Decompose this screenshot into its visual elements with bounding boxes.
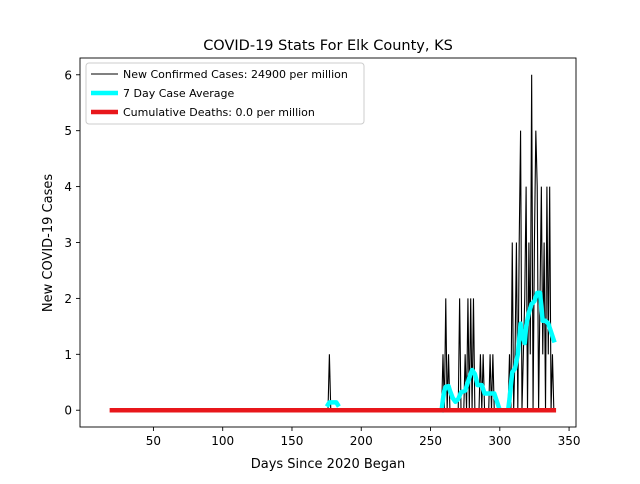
legend-label-3: Cumulative Deaths: 0.0 per million [123, 106, 315, 119]
x-tick-label: 150 [281, 434, 304, 448]
y-tick-label: 4 [64, 180, 72, 194]
series-line-7-day-average-segment-1 [324, 400, 341, 408]
x-tick-label: 300 [488, 434, 511, 448]
x-tick-label: 100 [211, 434, 234, 448]
x-tick-label: 50 [146, 434, 161, 448]
y-tick-label: 5 [64, 124, 72, 138]
y-tick-label: 3 [64, 236, 72, 250]
y-axis-label: New COVID-19 Cases [41, 174, 56, 312]
chart-title: COVID-19 Stats For Elk County, KS [203, 38, 453, 54]
x-axis-label: Days Since 2020 Began [251, 457, 406, 472]
axes: 50 100 150 200 250 300 350 0 1 2 3 4 5 6 [64, 57, 581, 448]
legend-label-2: 7 Day Case Average [123, 87, 235, 100]
x-tick-label: 350 [558, 434, 581, 448]
y-tick-label: 6 [64, 68, 72, 82]
x-tick-label: 200 [350, 434, 373, 448]
legend: New Confirmed Cases: 24900 per million 7 … [85, 62, 365, 125]
y-tick-label: 2 [64, 292, 72, 306]
y-tick-label: 1 [64, 348, 72, 362]
y-tick-label: 0 [64, 404, 72, 418]
legend-box [85, 62, 365, 125]
legend-label-1: New Confirmed Cases: 24900 per million [123, 68, 348, 81]
x-tick-label: 250 [419, 434, 442, 448]
plot-area [109, 74, 557, 413]
